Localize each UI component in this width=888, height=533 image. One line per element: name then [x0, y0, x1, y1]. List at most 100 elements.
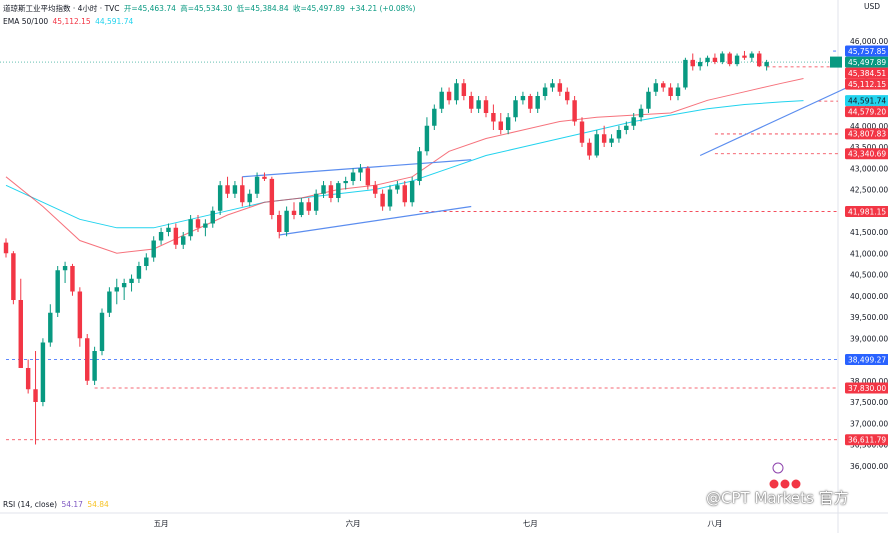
candle-body: [712, 57, 718, 62]
candle-body: [129, 278, 134, 283]
trendline: [242, 159, 472, 178]
y-tick-label: 42,500.00: [850, 186, 888, 195]
ema-label: EMA 50/100: [3, 17, 49, 26]
candle-body: [483, 100, 489, 113]
candle-body: [557, 83, 563, 92]
candle-body: [136, 266, 142, 279]
close-value: 收=45,497.89: [293, 4, 345, 13]
candle-body: [491, 113, 496, 122]
candle-body: [240, 185, 245, 203]
price-badge: [845, 78, 888, 90]
price-badge-label: 36,611.79: [848, 436, 886, 445]
y-tick-label: 37,000.00: [850, 419, 888, 428]
candle-body: [402, 185, 407, 203]
candle-body: [291, 210, 297, 215]
candle-body: [601, 134, 607, 143]
candle-body: [749, 53, 755, 58]
candle-body: [579, 121, 585, 143]
candle-body: [188, 219, 193, 237]
y-tick-label: 36,000.00: [850, 462, 888, 471]
candle-body: [565, 91, 570, 101]
candle-body: [321, 185, 326, 194]
price-badge-label: 45,757.85: [848, 47, 886, 56]
candle-body: [373, 185, 378, 194]
candle-body: [158, 232, 164, 241]
candle-body: [181, 236, 186, 245]
candle-body: [395, 185, 400, 190]
price-badge: [845, 67, 888, 79]
candle-body: [572, 100, 577, 122]
candle-body: [55, 270, 60, 313]
candle-body: [3, 242, 9, 254]
candle-body: [550, 83, 555, 88]
event-flag-icon: [768, 478, 780, 490]
low-value: 低=45,384.84: [236, 4, 289, 13]
y-tick-label: 39,000.00: [850, 334, 888, 343]
candle-body: [121, 283, 127, 288]
price-badge: [845, 382, 888, 394]
currency-label[interactable]: USD: [863, 2, 880, 11]
candle-body: [505, 117, 511, 130]
candle-body: [284, 210, 289, 232]
candle-body: [734, 55, 740, 65]
candle-body: [70, 266, 75, 292]
candle-body: [11, 253, 16, 300]
y-tick-label: 40,000.00: [850, 292, 888, 301]
candle-body: [380, 193, 385, 207]
candle-body: [646, 91, 651, 109]
candle-body: [727, 53, 732, 65]
candle-body: [203, 223, 208, 228]
candle-body: [476, 100, 481, 109]
candle-body: [616, 130, 622, 139]
y-tick-label: 39,500.00: [850, 313, 888, 322]
y-tick-label: 46,000.00: [850, 37, 888, 46]
candle-body: [33, 389, 38, 402]
candle-body: [262, 176, 267, 179]
candle-body: [306, 202, 311, 211]
candle-body: [350, 172, 356, 181]
candle-body: [25, 368, 31, 390]
candle-body: [653, 83, 659, 92]
ema50-line: [5, 78, 804, 254]
candle-body: [513, 100, 518, 118]
candle-body: [705, 57, 710, 62]
price-badge-label: 37,830.00: [848, 384, 886, 393]
candle-body: [269, 178, 275, 215]
candle-body: [254, 176, 260, 194]
candle-body: [535, 96, 540, 109]
candle-body: [720, 53, 725, 62]
candle-body: [85, 338, 90, 381]
price-badge: [845, 106, 888, 118]
price-badge-label: 38,499.27: [848, 355, 886, 364]
candle-body: [454, 83, 459, 101]
chart-header: 道琼斯工业平均指数 · 4小时 · TVC 开=45,463.74 高=45,5…: [3, 3, 417, 14]
candle-body: [424, 125, 430, 152]
candle-body: [151, 240, 156, 258]
watermark: @CPT Markets 官方: [706, 489, 849, 507]
rsi-legend[interactable]: RSI (14, close) 54.17 54.84: [3, 500, 111, 509]
candle-body: [764, 62, 769, 67]
ema-legend[interactable]: EMA 50/100 45,112.15 44,591.74: [3, 17, 135, 26]
candle-body: [542, 87, 548, 96]
price-badge: [845, 45, 888, 57]
lightning-icon: [772, 462, 784, 474]
event-flag-icon: [790, 478, 802, 490]
candle-body: [195, 219, 201, 228]
candle-body: [62, 266, 68, 271]
candle-body: [343, 181, 348, 184]
rsi-label: RSI (14, close): [3, 500, 58, 509]
candle-body: [594, 134, 599, 156]
price-badge-label: 41,981.15: [848, 207, 886, 216]
candle-body: [683, 59, 688, 88]
candle-body: [439, 91, 444, 109]
price-badge: [845, 148, 888, 160]
symbol-title: 道琼斯工业平均指数 · 4小时 · TVC: [3, 4, 120, 13]
event-flag-icon: [779, 478, 791, 490]
price-badge-label: 43,807.83: [848, 130, 886, 139]
rsi-ma-value: 54.84: [87, 500, 109, 509]
candle-body: [40, 342, 46, 402]
price-badge: [845, 354, 888, 366]
candle-body: [661, 83, 666, 88]
price-badge-label: 44,591.74: [848, 96, 886, 105]
